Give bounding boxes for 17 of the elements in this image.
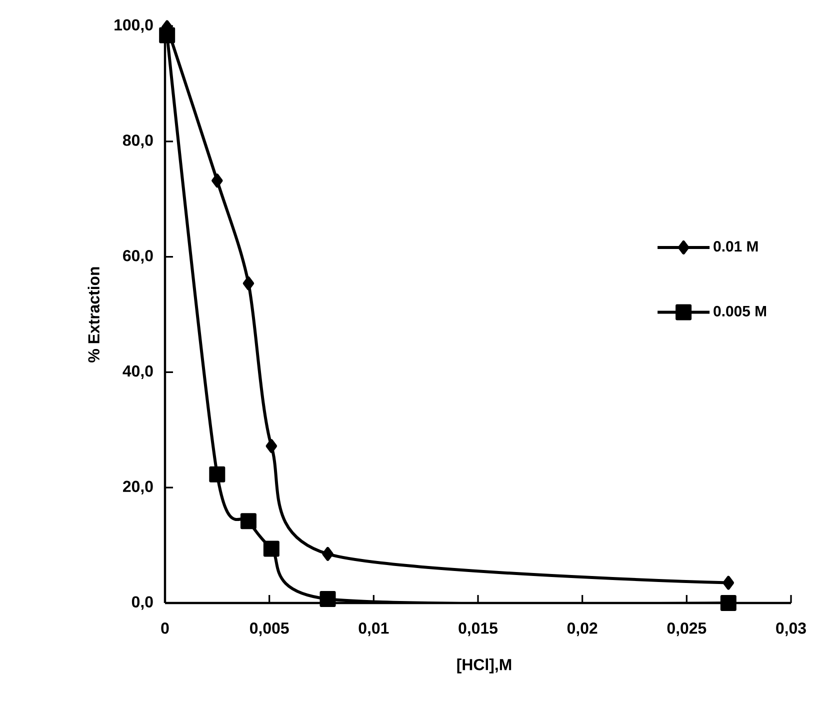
- x-tick-label: 0,02: [567, 622, 598, 636]
- y-tick-label: 80,0: [122, 134, 153, 148]
- x-tick-label: 0,005: [250, 622, 289, 636]
- y-tick-label: 0,0: [132, 596, 153, 610]
- x-tick-label: 0,03: [776, 622, 806, 636]
- legend-label: 0.005 M: [714, 306, 766, 316]
- y-tick-label: 60,0: [123, 250, 153, 264]
- y-tick-label: 40,0: [122, 365, 153, 379]
- x-tick-label: 0,025: [667, 622, 706, 636]
- y-tick-label: 20,0: [123, 480, 153, 494]
- y-axis-title: % Extraction: [88, 267, 100, 362]
- x-tick-label: 0,01: [358, 622, 389, 636]
- y-tick-label: 100,0: [114, 19, 153, 33]
- x-tick-label: 0: [161, 622, 169, 634]
- x-axis-title: [HCl],M: [457, 658, 512, 674]
- legend-label: 0.01 M: [714, 241, 758, 252]
- x-tick-label: 0,015: [458, 622, 498, 636]
